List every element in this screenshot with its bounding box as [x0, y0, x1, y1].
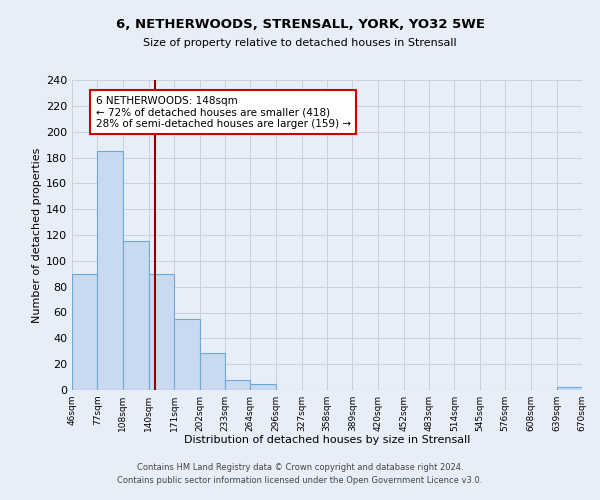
Text: Contains HM Land Registry data © Crown copyright and database right 2024.: Contains HM Land Registry data © Crown c… [137, 464, 463, 472]
Bar [225, 380, 250, 390]
Bar [199, 352, 225, 390]
X-axis label: Distribution of detached houses by size in Strensall: Distribution of detached houses by size … [184, 436, 470, 446]
Text: 6 NETHERWOODS: 148sqm
← 72% of detached houses are smaller (418)
28% of semi-det: 6 NETHERWOODS: 148sqm ← 72% of detached … [96, 96, 351, 128]
Bar [174, 319, 199, 390]
Bar [557, 388, 582, 390]
Bar [97, 151, 122, 390]
Text: 6, NETHERWOODS, STRENSALL, YORK, YO32 5WE: 6, NETHERWOODS, STRENSALL, YORK, YO32 5W… [115, 18, 485, 30]
Bar [72, 274, 97, 390]
Text: Contains public sector information licensed under the Open Government Licence v3: Contains public sector information licen… [118, 476, 482, 485]
Text: Size of property relative to detached houses in Strensall: Size of property relative to detached ho… [143, 38, 457, 48]
Bar [149, 274, 174, 390]
Bar [250, 384, 277, 390]
Y-axis label: Number of detached properties: Number of detached properties [32, 148, 42, 322]
Bar [122, 242, 149, 390]
